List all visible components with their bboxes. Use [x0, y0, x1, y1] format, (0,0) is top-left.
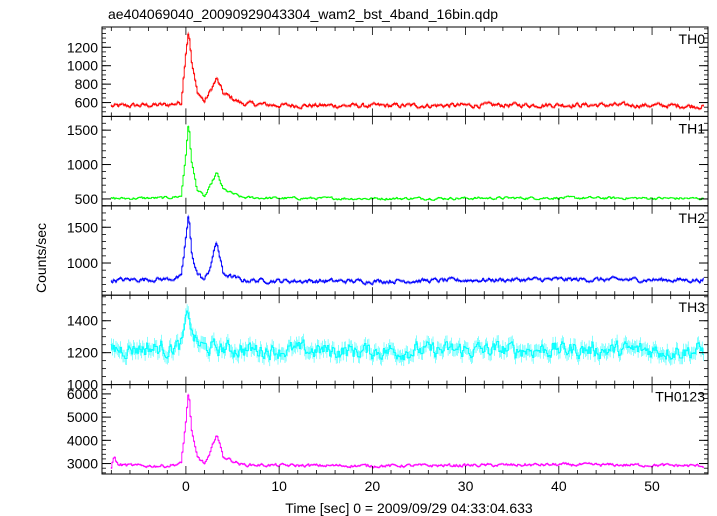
panel-th2: 1000 1500 TH2	[67, 205, 709, 296]
series-th0-errorbars	[111, 31, 704, 111]
panel-th0: 600 800 1000 1200 TH0	[67, 26, 709, 117]
y-tick-label: 600	[75, 95, 99, 111]
y-tick-label: 1000	[67, 58, 98, 74]
x-tick-label: 50	[644, 478, 660, 494]
series-th3-errorbars	[111, 304, 704, 367]
x-tick-label: 0	[182, 478, 190, 494]
panel-label-th3: TH3	[679, 299, 706, 315]
series-th1-errorbars	[111, 125, 704, 201]
y-tick-label: 1000	[67, 157, 98, 173]
y-tick-label: 1000	[67, 255, 98, 271]
panel-frame	[101, 26, 709, 117]
x-tick-label: 40	[551, 478, 567, 494]
y-tick-label: 1400	[67, 313, 98, 329]
panel-th0123: 3000 4000 5000 6000 TH0123	[67, 384, 709, 475]
panel-label-th2: TH2	[679, 210, 706, 226]
panel-th3: 1000 1200 1400 TH3	[67, 294, 709, 393]
panel-frame	[101, 384, 709, 475]
series-th0123-line	[110, 394, 704, 469]
x-axis-label: Time [sec] 0 = 2009/09/29 04:33:04.633	[285, 500, 533, 516]
y-tick-label: 1000	[67, 377, 98, 393]
series-th2-line	[110, 216, 704, 285]
y-tick-label: 1200	[67, 345, 98, 361]
series-th0-line	[110, 33, 704, 110]
y-tick-label: 1500	[67, 122, 98, 138]
panel-label-th1: TH1	[679, 120, 706, 136]
y-tick-label: 4000	[67, 432, 98, 448]
series-th1-line	[110, 126, 704, 201]
x-tick-label: 20	[365, 478, 381, 494]
y-axis-label: Counts/sec	[33, 223, 49, 293]
series-th0123-errorbars	[111, 393, 704, 469]
panel-label-th0: TH0	[679, 31, 706, 47]
y-tick-label: 5000	[67, 409, 98, 425]
y-tick-label: 800	[75, 76, 99, 92]
y-tick-label: 6000	[67, 386, 98, 402]
panel-frame	[101, 115, 709, 207]
chart-title: ae404069040_20090929043304_wam2_bst_4ban…	[108, 6, 498, 22]
y-tick-label: 1200	[67, 39, 98, 55]
panel-label-th0123: TH0123	[655, 389, 705, 405]
y-tick-label: 1500	[67, 219, 98, 235]
x-tick-label: 30	[458, 478, 474, 494]
series-th3-line	[110, 310, 704, 361]
panel-th1: 500 1000 1500 TH1	[67, 115, 709, 207]
y-tick-label: 500	[75, 191, 99, 207]
x-tick-label: 10	[271, 478, 287, 494]
y-tick-label: 3000	[67, 456, 98, 472]
